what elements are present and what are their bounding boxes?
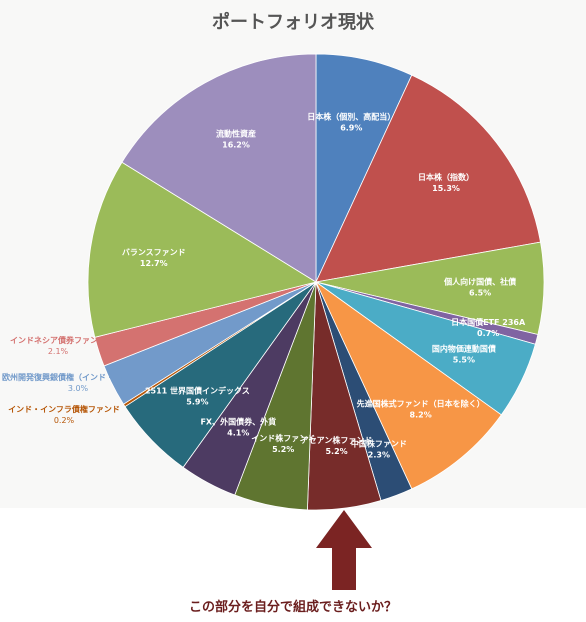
slice-label: 日本株（個別、高配当） <box>307 112 395 122</box>
slice-value-label: 0.2% <box>54 416 75 425</box>
slice-label: インドネシア債券ファンド <box>10 335 106 345</box>
slice-label: インド株ファンド <box>251 433 315 443</box>
slice-value-label: 15.3% <box>432 184 460 193</box>
slice-value-label: 5.2% <box>325 447 347 456</box>
slice-value-label: 16.2% <box>222 141 250 150</box>
slice-value-label: 12.7% <box>140 259 168 268</box>
slice-value-label: 6.9% <box>340 124 362 133</box>
slice-label: 中国株ファンド <box>351 438 407 448</box>
slice-label: 先進国株式ファンド（日本を除く） <box>357 398 485 408</box>
slice-value-label: 2.3% <box>368 450 390 459</box>
pie-slice <box>314 280 502 490</box>
slice-value-label: 6.5% <box>469 289 491 298</box>
slice-label: バランスファンド <box>122 248 186 257</box>
slice-value-label: 5.9% <box>186 397 208 406</box>
slice-value-label: 8.2% <box>410 410 432 419</box>
slice-label: 日本国債ETF 236A <box>451 317 526 327</box>
slice-label: 国内物価連動国債 <box>432 343 496 353</box>
slice-value-label: 0.7% <box>477 329 499 338</box>
pie-slices <box>87 53 545 511</box>
slice-label: 流動性資産 <box>216 129 256 139</box>
slice-value-label: 3.0% <box>68 384 89 393</box>
pie-labels: 日本株（個別、高配当） 6.9% 日本株（指数） 15.3% 個人向け国債、社債 6.5%… <box>2 112 526 460</box>
slice-label: 2511 世界国債インデックス <box>145 385 250 395</box>
chart-title: ポートフォリオ現状 <box>212 12 374 33</box>
slice-value-label: 5.2% <box>272 445 294 454</box>
slice-value-label: 5.5% <box>453 355 475 364</box>
slice-label: 日本株（指数） <box>418 172 474 182</box>
pie-slice <box>121 53 317 283</box>
slice-value-label: 4.1% <box>227 429 249 438</box>
slice-label: 個人向け国債、社債 <box>443 277 516 287</box>
pie-slice <box>87 161 318 338</box>
annotation-question: この部分を自分で組成できないか？ <box>188 600 397 615</box>
slice-label: インド・インフラ債権ファンド <box>8 404 120 414</box>
slice-label: アセアン株ファンド <box>301 435 373 445</box>
slice-label: FX、外国債券、外貨 <box>200 417 276 427</box>
slice-label: 欧州開発復興銀債権（インド・ルピー建） <box>2 372 154 382</box>
pie-slice <box>315 74 541 283</box>
slice-value-label: 2.1% <box>48 347 69 356</box>
